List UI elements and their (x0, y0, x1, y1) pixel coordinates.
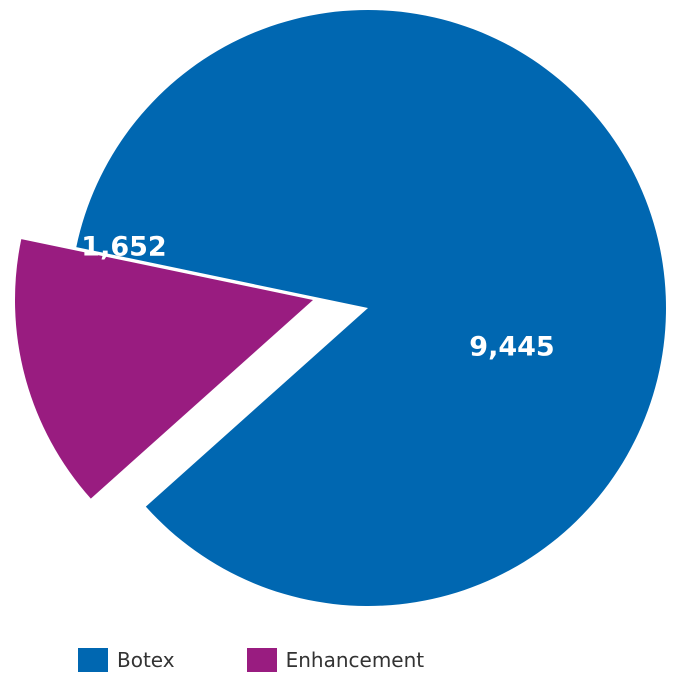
slice-botex (76, 10, 667, 607)
legend: Botex Enhancement (78, 648, 496, 672)
legend-label-botex: Botex (117, 648, 175, 672)
legend-swatch-enhancement (246, 648, 277, 672)
pie-chart: 9,445 1,652 (15, 10, 667, 607)
slice-enhancement (15, 239, 314, 499)
legend-item-enhancement: Enhancement (246, 648, 425, 672)
legend-swatch-botex (78, 648, 108, 672)
slice-botex-value-label: 9,445 (469, 332, 554, 363)
legend-item-botex: Botex (78, 648, 175, 672)
slice-enhancement-value-label: 1,652 (81, 232, 166, 263)
legend-label-enhancement: Enhancement (285, 648, 425, 672)
